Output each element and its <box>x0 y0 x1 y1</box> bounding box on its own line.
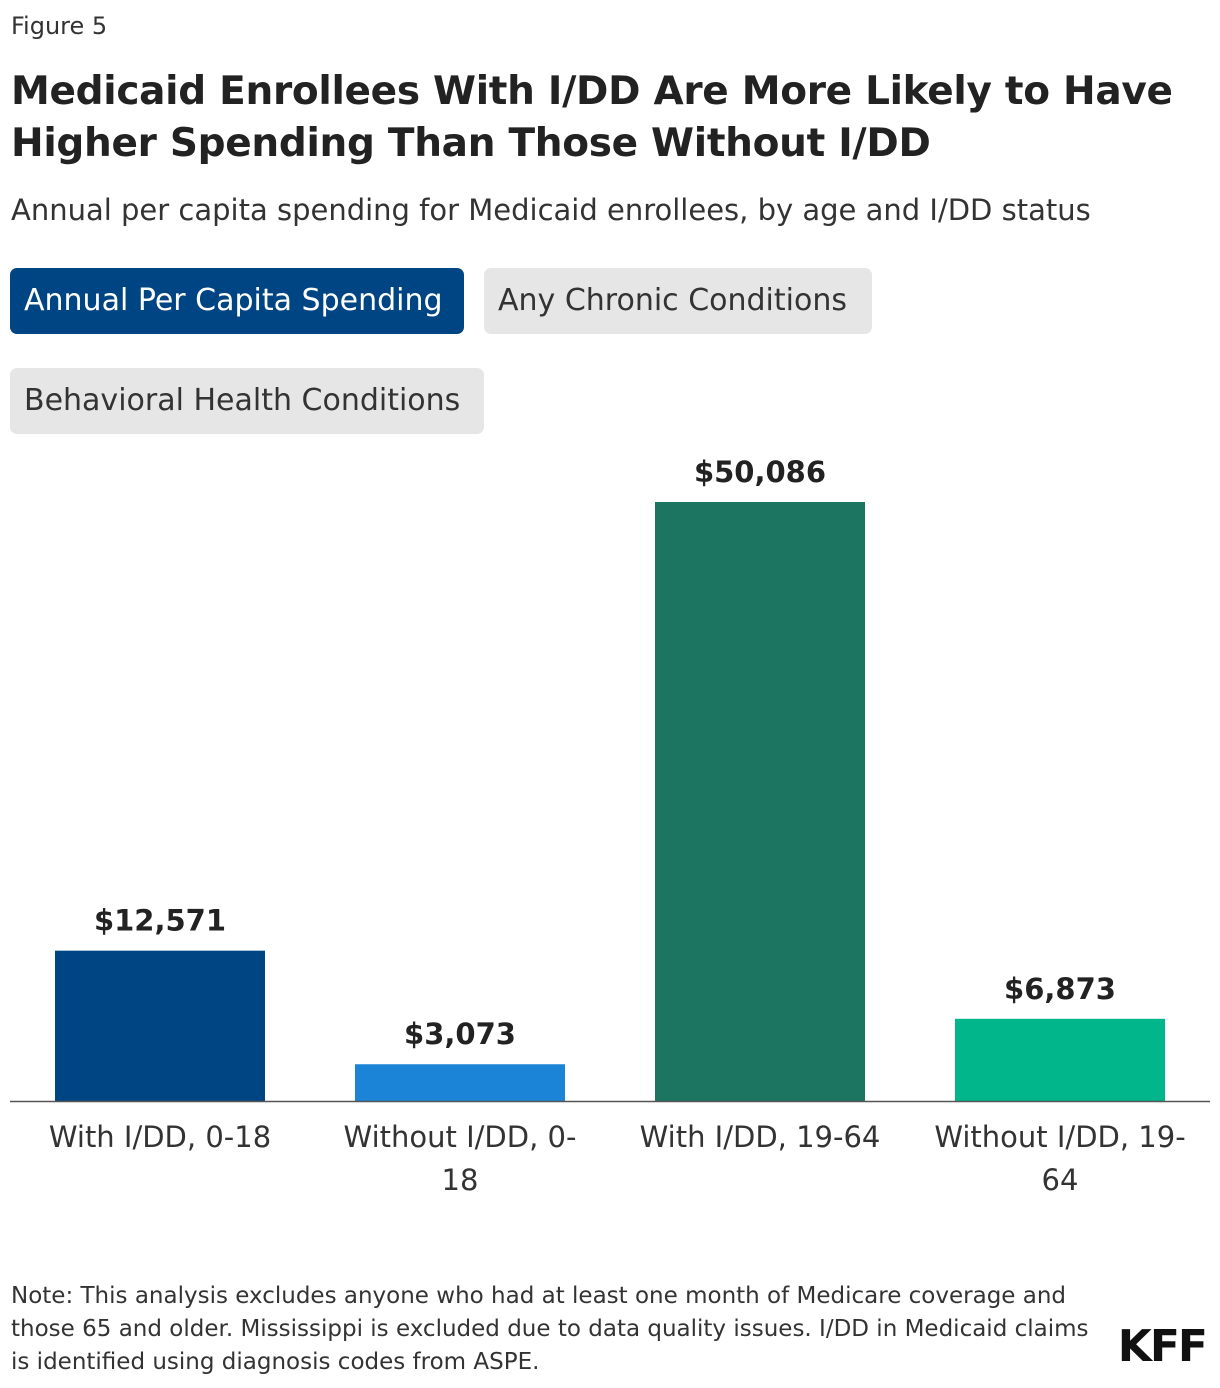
bar-3 <box>955 1018 1165 1101</box>
bar-2 <box>655 502 865 1101</box>
data-label-0: $12,571 <box>94 904 226 938</box>
chart-title: Medicaid Enrollees With I/DD Are More Li… <box>11 69 1173 166</box>
data-label-1: $3,073 <box>404 1017 516 1051</box>
data-label-2: $50,086 <box>694 455 826 489</box>
category-label-0-0: With I/DD, 0-18 <box>49 1120 271 1154</box>
bar-0 <box>55 950 265 1101</box>
bar-1 <box>355 1064 565 1101</box>
chart-note: Note: This analysis excludes anyone who … <box>11 1283 1089 1375</box>
tab-annual-per-capita-spending[interactable]: Annual Per Capita Spending <box>10 268 464 334</box>
tab-behavioral-health-conditions[interactable]: Behavioral Health Conditions <box>10 368 484 434</box>
bar-chart: $12,571 With I/DD, 0-18 $3,073 Without I/DD… <box>10 455 1210 1197</box>
category-label-3-1: 64 <box>1042 1163 1079 1197</box>
category-label-2-0: With I/DD, 19-64 <box>640 1120 881 1154</box>
category-label-1-0: Without I/DD, 0- <box>344 1120 577 1154</box>
data-label-3: $6,873 <box>1004 972 1116 1006</box>
figure-label: Figure 5 <box>11 12 108 40</box>
category-label-3-0: Without I/DD, 19- <box>934 1120 1185 1154</box>
category-label-1-1: 18 <box>442 1163 479 1197</box>
kff-logo: KFF <box>1117 1321 1208 1372</box>
tab-any-chronic-conditions[interactable]: Any Chronic Conditions <box>484 268 872 334</box>
chart-subtitle: Annual per capita spending for Medicaid … <box>11 193 1091 227</box>
